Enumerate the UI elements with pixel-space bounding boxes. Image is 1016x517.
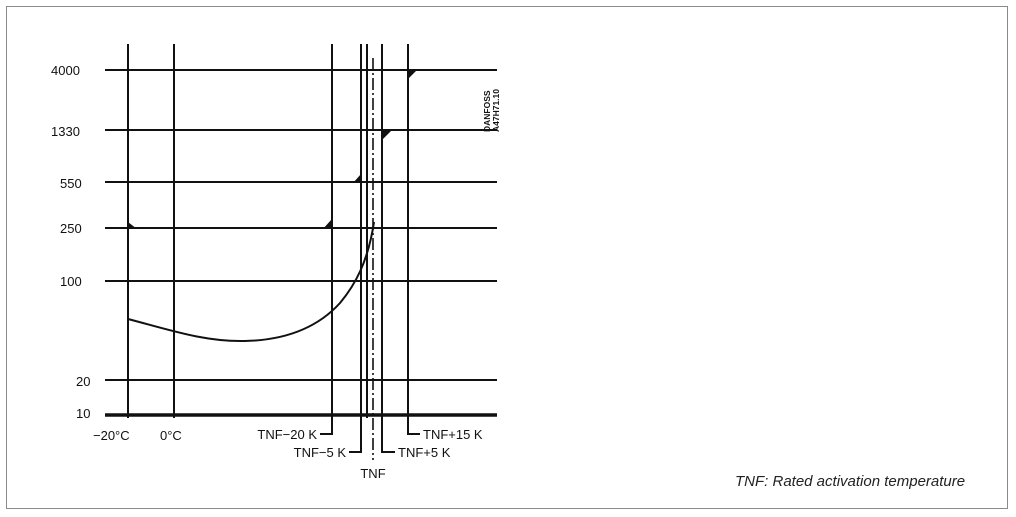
y-tick-250: 250 (60, 221, 82, 236)
y-tick-4000: 4000 (51, 63, 80, 78)
x-label-zero: 0°C (160, 428, 182, 443)
x-labels: −20°C 0°C TNF−20 K TNF−5 K TNF TNF+5 K T… (93, 427, 483, 481)
x-label-tnf-minus20: TNF−20 K (257, 427, 317, 442)
x-label-tnf: TNF (360, 466, 385, 481)
x-label-tnf-plus5: TNF+5 K (398, 445, 451, 460)
marker-tnf-plus5-1330 (383, 130, 392, 139)
y-tick-20: 20 (76, 374, 90, 389)
caption: TNF: Rated activation temperature (735, 473, 966, 490)
x-label-tnf-plus15: TNF+15 K (423, 427, 483, 442)
marker-tnf-minus5-550 (353, 174, 361, 183)
marker-minus20-250 (128, 222, 137, 229)
x-label-minus20: −20°C (93, 428, 130, 443)
y-tick-100: 100 (60, 274, 82, 289)
label-leaders (320, 433, 420, 453)
stamp-line-2: A47H71.10 (491, 89, 501, 132)
marker-tnf-minus20-250 (323, 220, 331, 229)
horizontal-gridlines (105, 69, 497, 381)
x-label-tnf-minus5: TNF−5 K (294, 445, 347, 460)
y-tick-labels: 4000 1330 550 250 100 20 10 (51, 63, 90, 421)
vertical-lines (127, 44, 409, 452)
y-tick-1330: 1330 (51, 124, 80, 139)
marker-tnf-plus15-4000 (408, 70, 417, 79)
stamp-line-1: DANFOSS (482, 90, 492, 132)
y-tick-550: 550 (60, 176, 82, 191)
danfoss-stamp: DANFOSS A47H71.10 (482, 89, 501, 132)
activation-curve (127, 221, 375, 343)
corner-markers (128, 70, 417, 229)
y-tick-10: 10 (76, 406, 90, 421)
